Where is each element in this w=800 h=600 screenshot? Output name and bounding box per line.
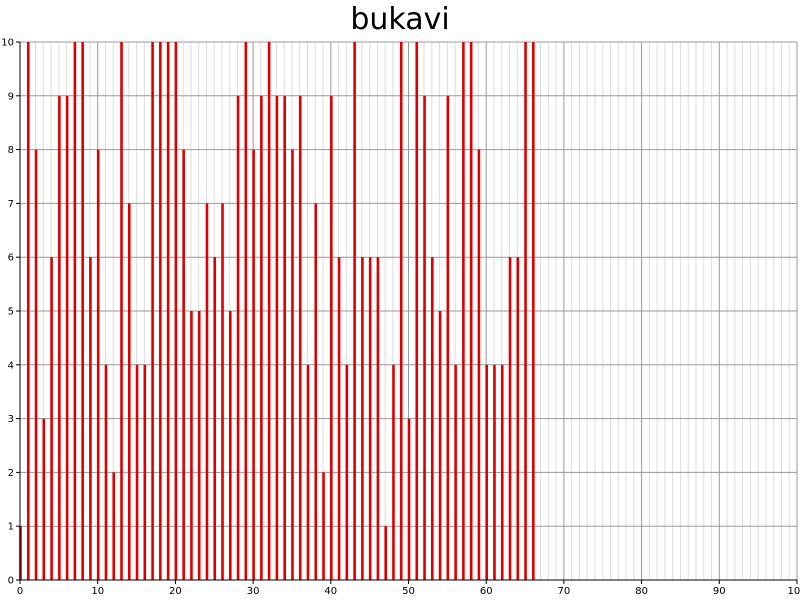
- bar: [213, 257, 217, 580]
- x-tick-label: 20: [169, 586, 182, 597]
- bar: [462, 42, 465, 580]
- bar: [275, 95, 279, 581]
- y-tick-label: 0: [8, 576, 14, 587]
- bar: [500, 364, 504, 580]
- bar: [446, 95, 450, 581]
- bar: [399, 42, 403, 580]
- x-tick-label: 30: [247, 586, 260, 597]
- bar: [120, 42, 123, 580]
- y-tick-label: 3: [8, 414, 14, 425]
- bar: [431, 257, 434, 580]
- x-tick-label: 90: [713, 586, 726, 597]
- bar: [345, 364, 349, 580]
- bar: [127, 203, 131, 580]
- bar: [330, 95, 333, 581]
- bar: [384, 526, 387, 580]
- x-tick-label: 70: [558, 586, 571, 597]
- chart-title: bukavi: [350, 2, 450, 37]
- x-tick-label: 40: [324, 586, 337, 597]
- bar: [361, 257, 364, 580]
- y-tick-label: 7: [8, 199, 14, 210]
- x-tick-label: 60: [480, 586, 493, 597]
- bar: [244, 42, 248, 580]
- bar: [477, 149, 481, 580]
- x-tick-label: 10: [91, 586, 104, 597]
- bar: [516, 257, 520, 580]
- bar: [252, 149, 255, 580]
- bar: [166, 42, 170, 580]
- bar: [407, 418, 411, 580]
- bar: [532, 42, 535, 580]
- bar: [524, 42, 527, 580]
- x-tick-label: 0: [17, 586, 23, 597]
- x-tick-label: 80: [635, 586, 648, 597]
- bar: [283, 95, 286, 581]
- bar: [415, 42, 419, 580]
- bar: [508, 257, 512, 580]
- bar: [306, 364, 310, 580]
- bar: [353, 42, 356, 580]
- y-tick-label: 5: [8, 307, 14, 318]
- bar: [96, 149, 100, 580]
- bar: [104, 364, 108, 580]
- bar: [34, 149, 38, 580]
- bar: [221, 203, 224, 580]
- bar: [236, 95, 240, 581]
- bar: [50, 257, 53, 580]
- bar: [81, 42, 84, 580]
- bar: [368, 257, 372, 580]
- bar: [159, 42, 162, 580]
- bar: [58, 95, 61, 581]
- bar: [228, 311, 232, 580]
- bar: [376, 257, 380, 580]
- bar: [197, 311, 201, 580]
- x-tick-label: 50: [402, 586, 415, 597]
- y-tick-label: 1: [8, 522, 14, 533]
- x-tick-label: 100: [787, 586, 800, 597]
- bar: [423, 95, 426, 581]
- bar: [190, 311, 193, 580]
- y-tick-label: 4: [8, 360, 14, 371]
- bar: [89, 257, 92, 580]
- bar: [205, 203, 209, 580]
- bar: [143, 364, 147, 580]
- bar: [73, 42, 77, 580]
- bar: [438, 311, 442, 580]
- y-tick-label: 8: [8, 145, 14, 156]
- bar: [469, 42, 473, 580]
- bar: [267, 42, 271, 580]
- bar: [314, 203, 318, 580]
- bar: [337, 257, 341, 580]
- bar: [392, 364, 395, 580]
- bar: [454, 364, 457, 580]
- bar: [174, 42, 178, 580]
- bar: [26, 42, 30, 580]
- bar: [298, 95, 302, 581]
- y-tick-label: 10: [1, 38, 14, 49]
- bar: [485, 364, 488, 580]
- y-tick-label: 6: [8, 253, 14, 264]
- bar: [112, 472, 116, 580]
- bar: [135, 364, 139, 580]
- bar: [151, 42, 154, 580]
- bar: [493, 364, 496, 580]
- bar: [42, 418, 46, 580]
- bar: [182, 149, 185, 580]
- bar: [65, 95, 69, 581]
- bar: [322, 472, 325, 580]
- bar: [260, 95, 263, 581]
- bar: [291, 149, 294, 580]
- y-tick-label: 2: [8, 468, 14, 479]
- y-tick-label: 9: [8, 91, 14, 102]
